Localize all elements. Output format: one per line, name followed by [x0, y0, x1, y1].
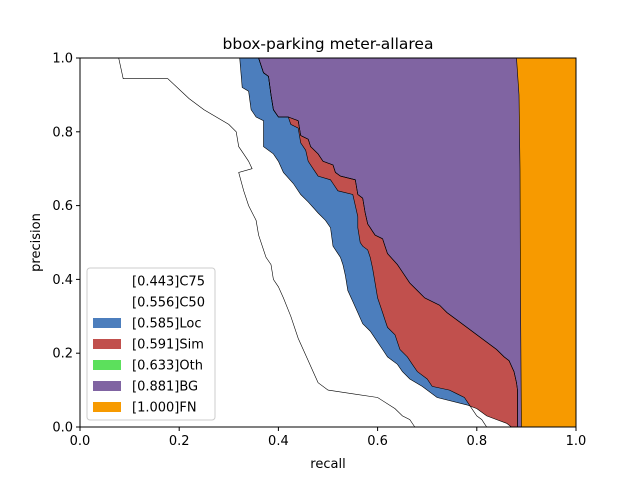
- x-tick-label: 0.8: [466, 434, 487, 449]
- x-tick-label: 1.0: [566, 434, 587, 449]
- legend-swatch-c50: [93, 297, 121, 307]
- y-tick-label: 0.8: [52, 125, 73, 140]
- y-tick-label: 0.0: [52, 421, 73, 436]
- y-axis-ticks: 0.0 0.2 0.4 0.6 0.8 1.0: [52, 52, 80, 436]
- legend-label-loc: [0.585]Loc: [132, 317, 201, 332]
- y-tick-label: 0.2: [52, 347, 73, 362]
- x-axis-ticks: 0.0 0.2 0.4 0.6 0.8 1.0: [70, 427, 587, 449]
- x-axis-title: recall: [310, 457, 345, 472]
- legend-label-c75: [0.443]C75: [132, 275, 205, 290]
- chart-title: bbox-parking meter-allarea: [223, 35, 434, 53]
- legend-label-bg: [0.881]BG: [132, 380, 198, 395]
- legend-swatch-loc: [93, 318, 121, 328]
- curve-loc: [80, 57, 487, 428]
- legend: [0.443]C75 [0.556]C50 [0.585]Loc [0.591]Sim…: [86, 267, 216, 421]
- x-tick-label: 0.0: [70, 434, 91, 449]
- legend-swatch-fn: [93, 402, 121, 412]
- legend-label-sim: [0.591]Sim: [132, 338, 204, 353]
- legend-swatch-bg: [93, 381, 121, 391]
- legend-swatch-sim: [93, 339, 121, 349]
- y-tick-label: 0.4: [52, 273, 73, 288]
- x-tick-label: 0.2: [169, 434, 190, 449]
- curve-c50: [80, 57, 512, 428]
- curve-c75: [80, 57, 416, 428]
- legend-label-fn: [1.000]FN: [132, 401, 197, 416]
- curve-sim: [80, 57, 518, 427]
- legend-swatch-c75: [93, 276, 121, 286]
- plot-frame: [79, 57, 577, 428]
- x-tick-label: 0.4: [268, 434, 289, 449]
- x-tick-label: 0.6: [367, 434, 388, 449]
- legend-label-c50: [0.556]C50: [132, 296, 205, 311]
- y-tick-label: 0.6: [52, 199, 73, 214]
- y-axis-title: precision: [29, 213, 44, 272]
- legend-label-oth: [0.633]Oth: [132, 359, 203, 374]
- legend-swatch-oth: [93, 360, 121, 370]
- y-tick-label: 1.0: [52, 52, 73, 67]
